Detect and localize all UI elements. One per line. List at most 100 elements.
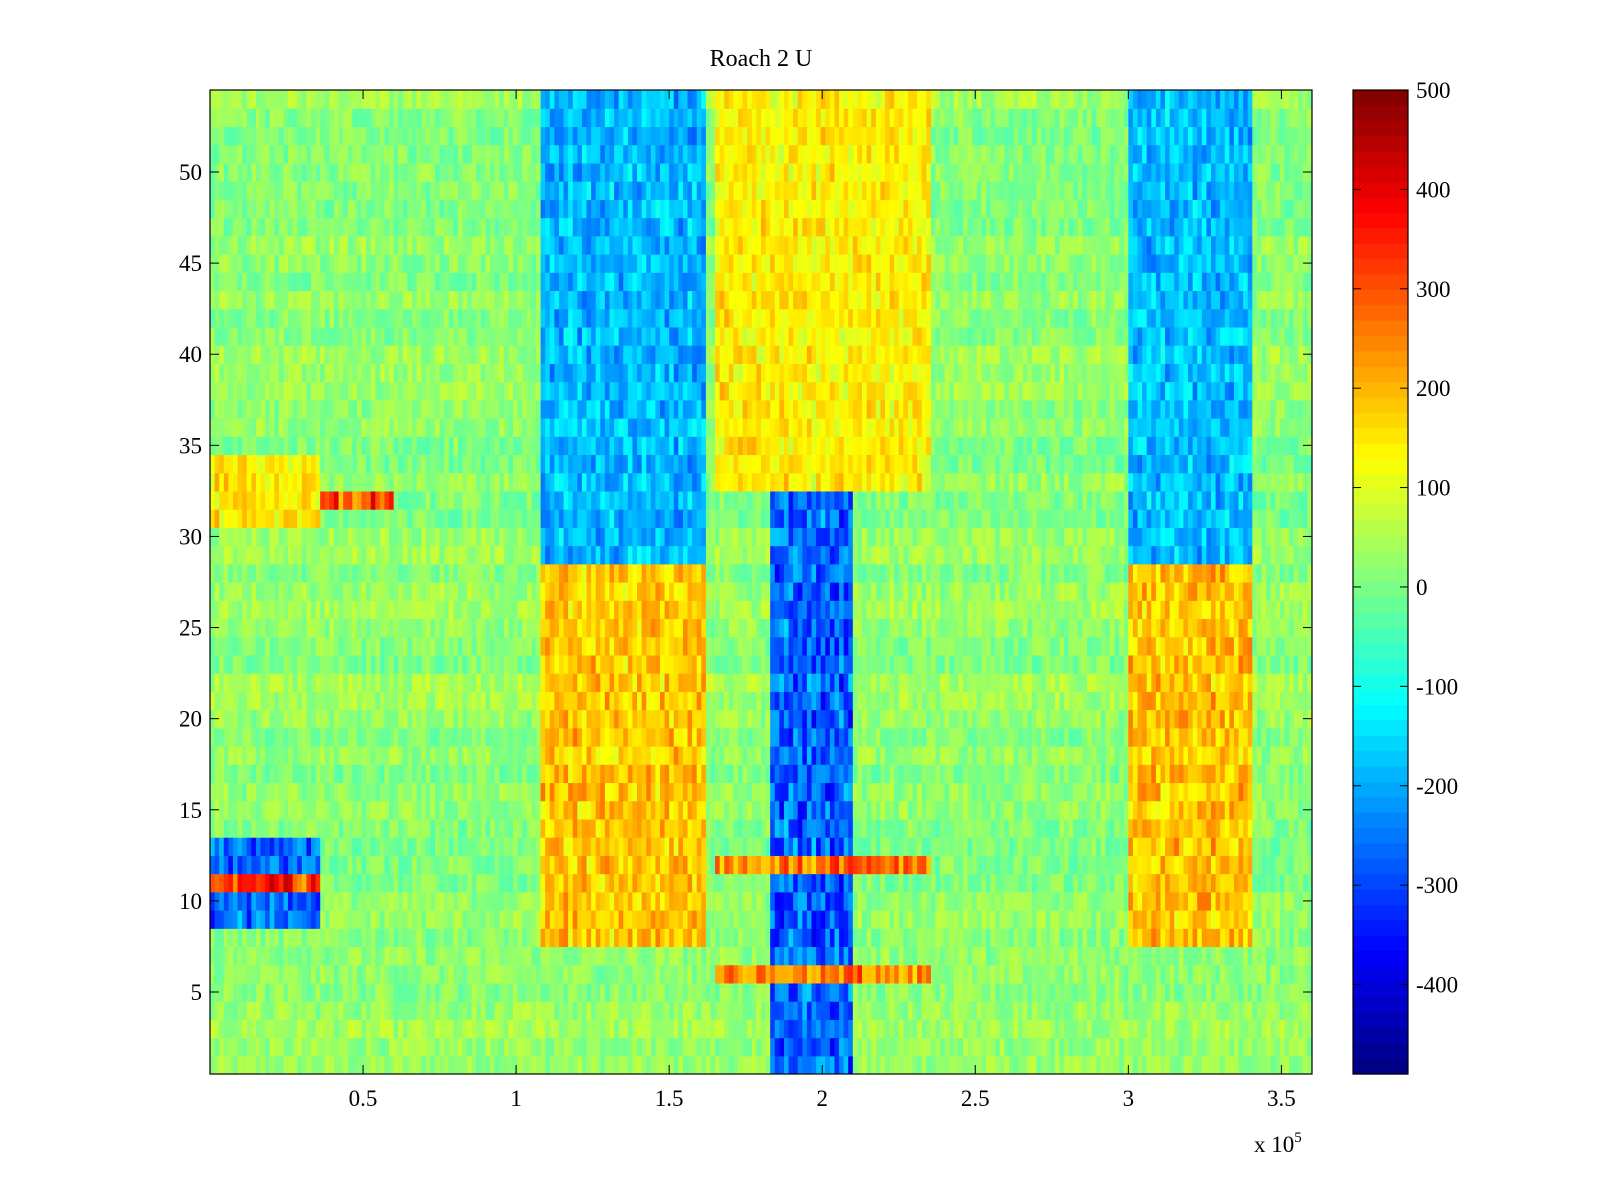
heatmap-cell	[738, 982, 744, 1002]
heatmap-cell	[880, 727, 886, 747]
heatmap-cell	[1238, 873, 1244, 893]
heatmap-cell	[687, 1019, 693, 1039]
heatmap-cell	[774, 891, 780, 911]
heatmap-cell	[880, 1001, 886, 1020]
heatmap-cell	[1206, 727, 1212, 747]
heatmap-cell	[999, 982, 1005, 1002]
heatmap-cell	[467, 1001, 473, 1020]
heatmap-cell	[705, 746, 712, 765]
heatmap-cell	[949, 928, 955, 948]
heatmap-cell	[898, 746, 904, 765]
heatmap-cell	[682, 709, 689, 729]
heatmap-cell	[1045, 964, 1051, 984]
heatmap-cell	[471, 727, 477, 747]
heatmap-cell	[591, 910, 597, 929]
heatmap-cell	[1059, 727, 1065, 747]
heatmap-cell	[1013, 727, 1019, 747]
heatmap-cell	[513, 746, 519, 765]
heatmap-cell	[329, 837, 335, 856]
heatmap-cell	[751, 964, 758, 984]
heatmap-cell	[765, 855, 771, 875]
heatmap-cell	[779, 946, 785, 966]
heatmap-cell	[1082, 1055, 1088, 1074]
heatmap-cell	[1188, 746, 1194, 765]
heatmap-cell	[288, 873, 294, 893]
heatmap-cell	[692, 746, 698, 765]
heatmap-cell	[1188, 873, 1194, 893]
heatmap-cell	[471, 855, 477, 875]
heatmap-cell	[536, 910, 542, 929]
heatmap-cell	[976, 709, 982, 729]
heatmap-cell	[448, 964, 454, 984]
heatmap-cell	[384, 818, 390, 838]
heatmap-cell	[1201, 982, 1207, 1002]
heatmap-cell	[761, 855, 767, 875]
heatmap-cell	[591, 1001, 597, 1020]
heatmap-cell	[540, 891, 546, 911]
heatmap-cell	[875, 727, 881, 747]
heatmap-cell	[1178, 873, 1185, 893]
heatmap-cell	[981, 1055, 987, 1074]
heatmap-cell	[352, 982, 358, 1002]
heatmap-cell	[554, 946, 560, 966]
heatmap-cell	[278, 782, 285, 802]
heatmap-cell	[549, 1055, 555, 1074]
heatmap-cell	[554, 782, 560, 802]
heatmap-cell	[467, 1055, 473, 1074]
heatmap-cell	[637, 982, 643, 1002]
heatmap-cell	[1155, 727, 1162, 747]
heatmap-cell	[866, 691, 872, 711]
heatmap-cell	[935, 691, 941, 711]
heatmap-cell	[499, 982, 505, 1002]
heatmap-cell	[1013, 1019, 1019, 1039]
heatmap-cell	[921, 818, 927, 838]
heatmap-cell	[407, 782, 413, 802]
heatmap-cell	[1307, 837, 1312, 856]
heatmap-cell	[540, 746, 546, 765]
heatmap-cell	[862, 1055, 868, 1074]
heatmap-cell	[710, 873, 716, 893]
heatmap-cell	[237, 1019, 243, 1039]
heatmap-cell	[595, 873, 601, 893]
heatmap-cell	[687, 964, 693, 984]
heatmap-cell	[370, 910, 376, 929]
heatmap-cell	[692, 782, 698, 802]
heatmap-cell	[1096, 764, 1102, 784]
heatmap-cell	[724, 891, 730, 911]
heatmap-cell	[761, 1019, 767, 1039]
heatmap-cell	[1279, 873, 1286, 893]
heatmap-cell	[990, 691, 996, 711]
heatmap-cell	[476, 746, 482, 765]
heatmap-cell	[407, 727, 413, 747]
heatmap-cell	[306, 782, 312, 802]
heatmap-cell	[554, 764, 560, 784]
heatmap-cell	[944, 964, 950, 984]
heatmap-cell	[783, 1055, 790, 1074]
heatmap-cell	[917, 1037, 923, 1057]
heatmap-cell	[265, 800, 271, 820]
heatmap-cell	[370, 837, 376, 856]
heatmap-cell	[1192, 910, 1198, 929]
heatmap-cell	[1174, 837, 1180, 856]
heatmap-cell	[439, 1037, 445, 1057]
heatmap-cell	[765, 691, 771, 711]
heatmap-cell	[1022, 1055, 1028, 1074]
heatmap-cell	[682, 910, 689, 929]
heatmap-cell	[1064, 964, 1070, 984]
heatmap-cell	[967, 1001, 973, 1020]
heatmap-cell	[1174, 873, 1180, 893]
heatmap-cell	[618, 1037, 624, 1057]
heatmap-cell	[1252, 1055, 1258, 1074]
heatmap-cell	[352, 964, 358, 984]
heatmap-cell	[430, 873, 436, 893]
heatmap-cell	[1008, 818, 1015, 838]
heatmap-cell	[751, 891, 758, 911]
heatmap-cell	[673, 910, 679, 929]
heatmap-cell	[926, 1055, 932, 1074]
heatmap-cell	[1045, 891, 1051, 911]
heatmap-cell	[1082, 873, 1088, 893]
heatmap-cell	[389, 782, 395, 802]
heatmap-cell	[834, 764, 840, 784]
heatmap-cell	[1247, 800, 1253, 820]
heatmap-cell	[315, 1001, 321, 1020]
